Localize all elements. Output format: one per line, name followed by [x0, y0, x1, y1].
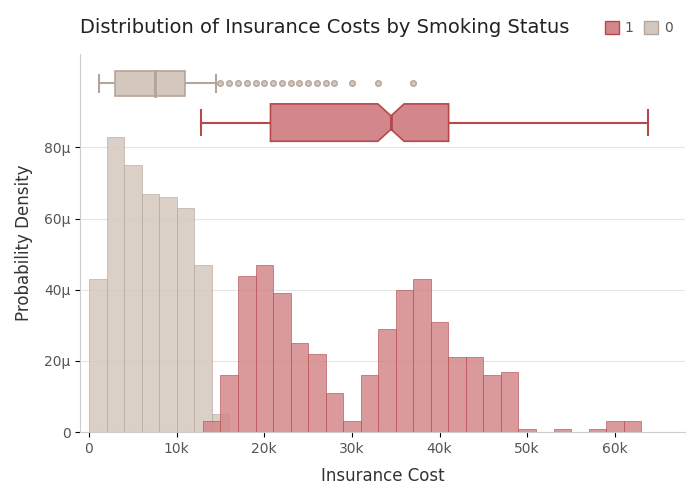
Bar [430, 322, 448, 432]
Bar [448, 358, 466, 432]
Bar [106, 137, 124, 432]
Bar [360, 375, 378, 432]
X-axis label: Insurance Cost: Insurance Cost [321, 467, 444, 485]
Bar [413, 279, 430, 432]
Bar [501, 372, 519, 432]
Bar [238, 276, 256, 432]
Bar [290, 343, 308, 432]
Bar [176, 208, 194, 432]
Bar [155, 71, 186, 96]
Bar [194, 265, 211, 432]
Bar [519, 428, 536, 432]
Bar [211, 414, 229, 432]
Bar [326, 393, 343, 432]
Bar [124, 166, 141, 432]
Bar [589, 428, 606, 432]
Polygon shape [391, 104, 449, 142]
Bar [606, 422, 624, 432]
Bar [484, 375, 501, 432]
Bar [220, 375, 238, 432]
Bar [343, 422, 360, 432]
Polygon shape [270, 104, 391, 142]
Bar [116, 71, 155, 96]
Text: Distribution of Insurance Costs by Smoking Status: Distribution of Insurance Costs by Smoki… [80, 18, 570, 38]
Bar [89, 279, 106, 432]
Bar [308, 354, 326, 432]
Bar [378, 329, 395, 432]
Bar [159, 198, 176, 432]
Bar [624, 422, 641, 432]
Bar [466, 358, 484, 432]
Bar [141, 194, 159, 432]
Bar [395, 290, 413, 432]
Y-axis label: Probability Density: Probability Density [15, 165, 33, 322]
Bar [554, 428, 571, 432]
Bar [273, 294, 290, 432]
Bar [203, 422, 220, 432]
Bar [256, 265, 273, 432]
Legend: 1, 0: 1, 0 [599, 16, 678, 41]
